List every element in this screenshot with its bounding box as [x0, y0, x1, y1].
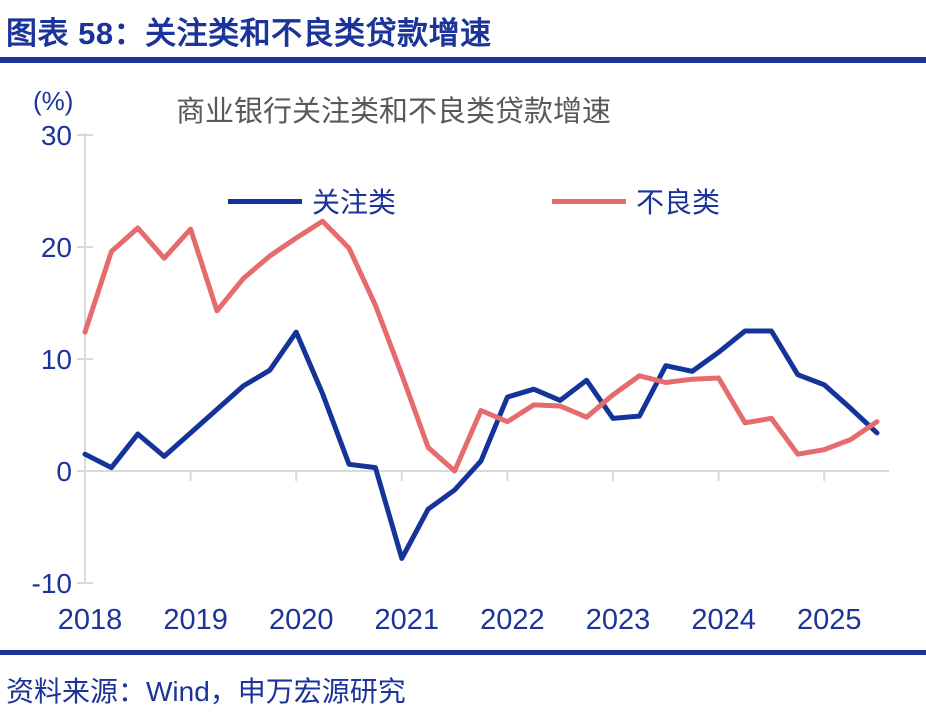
y-tick-label: 10 — [41, 344, 72, 375]
x-tick-label: 2020 — [269, 604, 334, 636]
y-axis-unit-label: (%) — [33, 86, 74, 116]
legend-item-nonperforming: 不良类 — [552, 183, 720, 219]
legend-label: 关注类 — [312, 187, 397, 218]
y-tick-label: -10 — [32, 568, 72, 599]
legend-label: 不良类 — [636, 187, 721, 218]
series-line-1 — [82, 218, 880, 474]
x-tick-label: 2022 — [480, 604, 545, 636]
header-divider — [0, 57, 926, 63]
x-tick-label: 2018 — [58, 604, 123, 636]
y-tick-label: 0 — [56, 456, 72, 487]
y-tick-label: 20 — [41, 232, 72, 263]
x-tick-label: 2024 — [691, 604, 756, 636]
y-tick-label: 30 — [41, 120, 72, 151]
x-tick-label: 2021 — [375, 604, 440, 636]
source-note: 资料来源：Wind，申万宏源研究 — [6, 676, 406, 707]
x-tick-label: 2023 — [586, 604, 651, 636]
series-line-0 — [82, 328, 880, 561]
figure-caption: 图表 58：关注类和不良类贷款增速 — [6, 16, 492, 51]
legend-item-special-mention: 关注类 — [228, 183, 396, 219]
legend-line-swatch-blue — [228, 198, 302, 204]
legend-line-swatch-red — [552, 198, 626, 204]
x-tick-label: 2025 — [797, 604, 862, 636]
chart-title: 商业银行关注类和不良类贷款增速 — [176, 96, 612, 128]
footer-divider — [0, 650, 926, 655]
x-tick-label: 2019 — [163, 604, 228, 636]
